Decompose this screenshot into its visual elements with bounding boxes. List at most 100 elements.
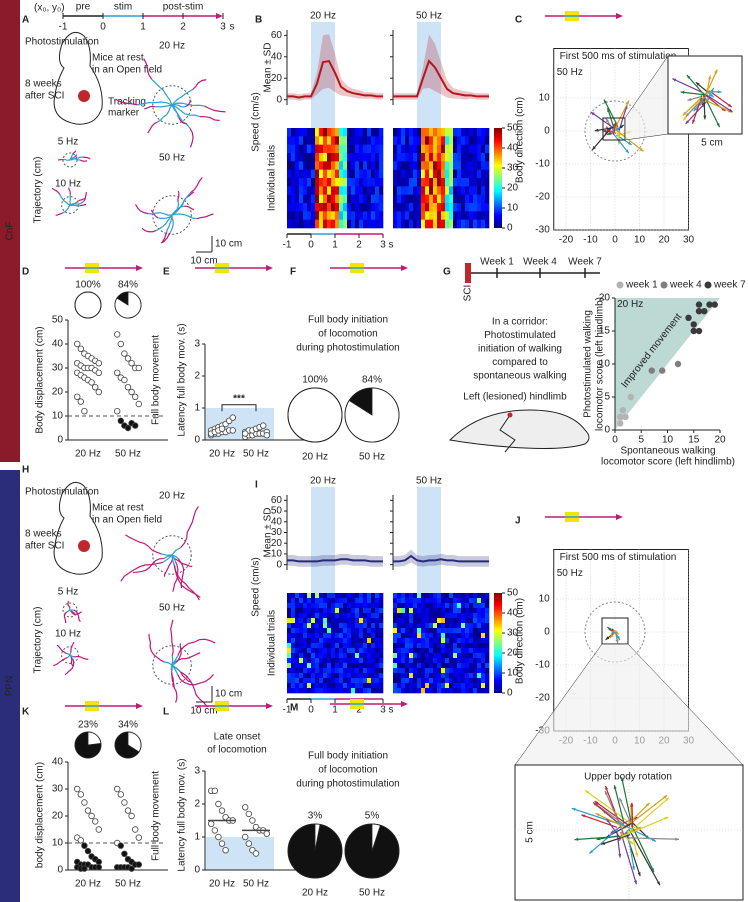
heatmap-cell <box>445 608 450 614</box>
heatmap-cell <box>299 608 304 614</box>
heatmap-cell <box>347 169 352 179</box>
heatmap-cell <box>405 593 410 599</box>
direction-arrow <box>612 100 630 132</box>
data-point <box>131 393 139 400</box>
heatmap-cell <box>315 623 320 629</box>
heatmap-cell <box>355 613 360 619</box>
heatmap-cell <box>359 194 364 204</box>
heatmap-cell <box>397 608 402 614</box>
heatmap-cell <box>429 161 434 170</box>
trajectory <box>69 204 80 207</box>
heatmap-cell <box>465 633 470 639</box>
heatmap-cell <box>421 153 426 162</box>
heatmap-cell <box>295 194 300 204</box>
direction-arrow <box>615 129 644 152</box>
heatmap-cell <box>405 608 410 614</box>
heatmap-cell <box>465 178 470 187</box>
heatmap-cell <box>429 603 434 609</box>
heatmap-cell <box>295 673 300 679</box>
heatmap-cell <box>327 203 332 212</box>
heatmap-cell <box>413 153 418 162</box>
label: initiation of walking <box>478 344 562 355</box>
direction-arrow <box>595 812 624 828</box>
heatmap-cell <box>375 603 380 609</box>
heatmap-cell <box>315 618 320 624</box>
heatmap-cell <box>421 688 426 694</box>
heatmap-cell <box>291 169 296 179</box>
heatmap-cell <box>429 623 434 629</box>
heatmap-cell <box>405 211 410 220</box>
heatmap-cell <box>433 598 438 604</box>
heatmap-cell <box>367 633 372 639</box>
heatmap-cell <box>367 136 372 145</box>
heatmap-cell <box>367 653 372 659</box>
heatmap-cell <box>465 593 470 599</box>
heatmap-cell <box>359 658 364 664</box>
heatmap-cell <box>363 628 368 634</box>
heatmap-cell <box>379 668 384 674</box>
trajectory <box>143 58 153 80</box>
tick-label: 30 <box>507 163 519 174</box>
arrow-head <box>635 852 639 857</box>
heatmap-cell <box>375 643 380 649</box>
heatmap-cell <box>481 653 486 659</box>
heatmap-cell <box>323 653 328 659</box>
direction-arrow <box>620 831 638 885</box>
arrow-head <box>616 514 623 520</box>
heatmap-cell <box>441 598 446 604</box>
label: 20 Hz <box>617 299 643 310</box>
heatmap-cell <box>397 593 402 599</box>
heatmap-cell <box>425 618 430 624</box>
heatmap-cell <box>421 628 426 634</box>
heatmap-cell <box>299 603 304 609</box>
heatmap-cell <box>481 186 486 195</box>
heatmap-cell <box>461 178 466 187</box>
tick-label: 0 <box>276 94 282 105</box>
heatmap-cell <box>315 194 320 204</box>
arrow-head <box>699 101 704 106</box>
heatmap-cell <box>397 598 402 604</box>
heatmap-cell <box>457 638 462 644</box>
heatmap-cell <box>299 194 304 204</box>
arrow-head <box>605 790 608 795</box>
tick-label: 50 <box>271 506 283 517</box>
heatmap-cell <box>287 608 292 614</box>
data-point <box>245 810 252 818</box>
heatmap-cell <box>429 638 434 644</box>
heatmap-cell <box>429 643 434 649</box>
heatmap-cell <box>331 219 336 229</box>
heatmap-cell <box>473 211 478 220</box>
label: pre <box>76 2 91 13</box>
heatmap-cell <box>465 623 470 629</box>
heatmap-cell <box>307 593 312 599</box>
data-point <box>77 345 84 352</box>
heatmap-cell <box>481 603 486 609</box>
heatmap-cell <box>421 643 426 649</box>
heatmap-cell <box>433 643 438 649</box>
data-point <box>113 369 121 376</box>
heatmap-cell <box>485 688 490 694</box>
heatmap-cell <box>351 638 356 644</box>
heatmap-cell <box>287 161 292 170</box>
heatmap-cell <box>465 603 470 609</box>
heatmap-cell <box>449 203 454 212</box>
heatmap-cell <box>477 638 482 644</box>
heatmap-cell <box>347 598 352 604</box>
tick-label: 20 <box>599 293 611 304</box>
heatmap-cell <box>303 628 308 634</box>
data-point <box>211 787 218 794</box>
data-point <box>617 420 624 427</box>
heatmap-cell <box>457 628 462 634</box>
heatmap-cell <box>449 643 454 649</box>
tick-label: 0 <box>507 223 513 234</box>
heatmap-cell <box>425 136 430 145</box>
direction-arrow <box>704 98 721 128</box>
heatmap-cell <box>473 618 478 624</box>
heatmap-cell <box>359 603 364 609</box>
heatmap-cell <box>327 153 332 162</box>
heatmap-cell <box>469 658 474 664</box>
tick-label: 5 <box>604 392 610 403</box>
data-point <box>260 422 267 429</box>
heatmap-cell <box>469 683 474 689</box>
heatmap-cell <box>457 186 462 195</box>
